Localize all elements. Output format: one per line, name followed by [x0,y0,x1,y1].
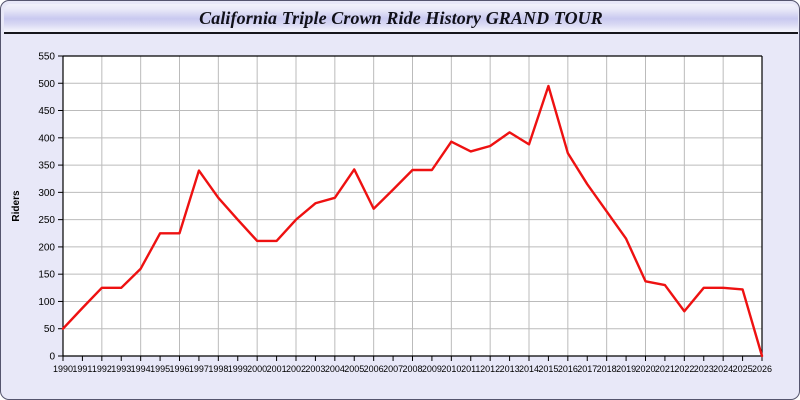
x-axis-tick-label: 1998 [208,364,228,374]
y-axis-tick-label: 50 [44,324,56,335]
y-axis-ticks: 0 50 100 150 200 250 300 350 400 450 500 550 [38,52,55,363]
x-axis-tick-label: 1992 [92,364,112,374]
x-axis-tick-label: 1995 [150,364,170,374]
y-axis-tick-label: 250 [38,215,55,226]
y-axis-tick-label: 100 [38,297,55,308]
x-axis-tick-label: 1994 [131,364,151,374]
x-axis-tick-label: 1993 [111,364,131,374]
axes [58,55,763,361]
y-axis-tick-label: 550 [38,52,55,63]
x-axis-tick-label: 1990 [53,364,73,374]
x-axis-tick-label: 2010 [441,364,461,374]
x-axis-tick-label: 2021 [655,364,675,374]
x-axis-tick-label: 2001 [267,364,287,374]
plot-area-container: 0 50 100 150 200 250 300 350 400 450 500 550 1990 19… [1,37,799,399]
x-axis-tick-label: 2013 [500,364,520,374]
y-axis-tick-label: 350 [38,161,55,172]
x-axis-tick-label: 1999 [228,364,248,374]
x-axis-tick-label: 2024 [713,364,733,374]
x-axis-tick-label: 2018 [597,364,617,374]
y-axis-tick-label: 200 [38,242,55,253]
grid-lines-vertical [101,56,763,356]
x-axis-tick-label: 2012 [480,364,500,374]
chart-title-bar: California Triple Crown Ride History GRA… [4,4,798,34]
riders-series-line [61,84,764,358]
x-axis-tick-label: 1996 [169,364,189,374]
x-axis-tick-label: 2009 [422,364,442,374]
y-axis-tick-label: 400 [38,133,55,144]
x-axis-tick-label: 2023 [694,364,714,374]
x-axis-tick-label: 2015 [538,364,558,374]
y-axis-label: Riders [11,190,22,222]
y-axis-tick-label: 500 [38,79,55,90]
x-axis-ticks: 1990 1991 1992 1993 1994 1995 1996 1997 1998 1999… [53,364,772,374]
x-axis-tick-label: 2014 [519,364,539,374]
x-axis-tick-label: 2007 [383,364,403,374]
y-axis-tick-label: 0 [49,352,55,363]
x-axis-tick-label: 2011 [461,364,480,374]
x-axis-tick-label: 2008 [402,364,422,374]
x-axis-tick-label: 2017 [577,364,597,374]
x-axis-tick-label: 1997 [189,364,209,374]
x-axis-tick-label: 1991 [72,364,92,374]
x-axis-tick-label: 2020 [635,364,655,374]
y-axis-tick-label: 150 [38,270,55,281]
x-axis-tick-label: 2025 [733,364,753,374]
x-axis-tick-label: 2002 [286,364,306,374]
x-axis-tick-label: 2000 [247,364,267,374]
x-axis-tick-label: 2005 [344,364,364,374]
x-axis-tick-label: 2016 [558,364,578,374]
x-axis-tick-label: 2019 [616,364,636,374]
y-axis-tick-label: 300 [38,188,55,199]
y-axis-tick-label: 450 [38,106,55,117]
x-axis-tick-label: 2004 [325,364,345,374]
page-title: California Triple Crown Ride History GRA… [199,8,603,28]
x-axis-tick-label: 2022 [674,364,694,374]
x-axis-tick-label: 2003 [305,364,325,374]
x-axis-tick-label: 2026 [752,364,772,374]
x-axis-tick-label: 2006 [364,364,384,374]
